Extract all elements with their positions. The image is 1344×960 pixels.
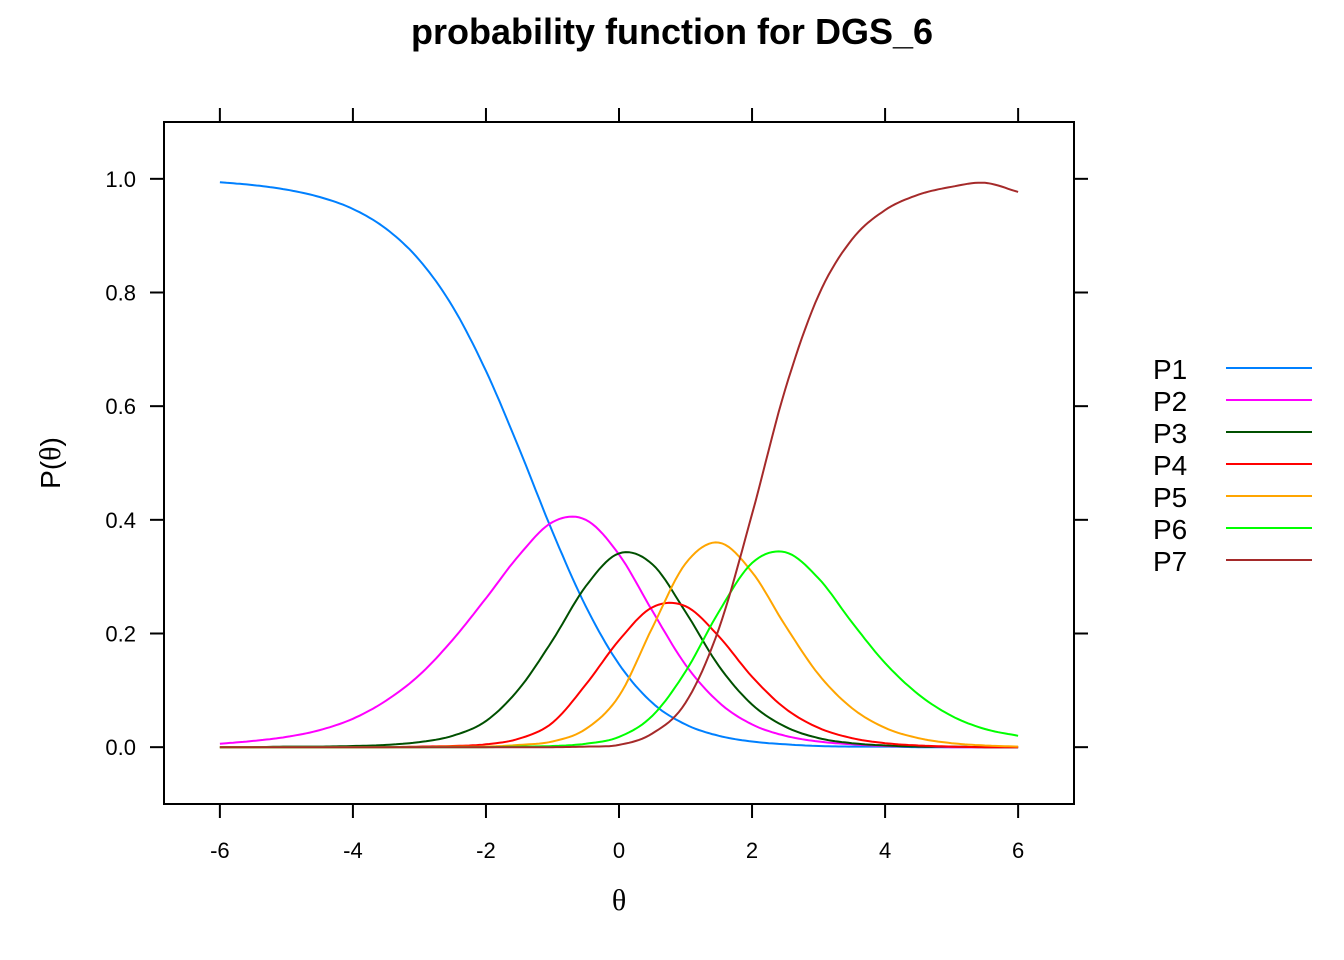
legend-label-p5: P5 (1153, 482, 1187, 513)
y-axis-label: P(θ) (34, 437, 67, 489)
series-line-p7 (219, 181, 1019, 749)
y-tick-label: 0.8 (105, 281, 136, 306)
series-line-p6 (219, 550, 1019, 749)
legend-label-p1: P1 (1153, 354, 1187, 385)
plot-frame (163, 121, 1075, 805)
legend-label-p6: P6 (1153, 514, 1187, 545)
series-lines (219, 181, 1019, 749)
series-line-p2 (219, 515, 1019, 749)
series-line-p5 (219, 541, 1019, 749)
legend-label-p2: P2 (1153, 386, 1187, 417)
series-line-p1 (219, 181, 1019, 749)
x-tick-label: 4 (879, 838, 891, 863)
x-axis-label: θ (612, 884, 626, 917)
series-line-p4 (219, 601, 1019, 749)
x-tick-label: 6 (1012, 838, 1024, 863)
x-tick-label: -6 (210, 838, 230, 863)
series-line-p3 (219, 551, 1019, 749)
legend-label-p7: P7 (1153, 546, 1187, 577)
x-tick-label: -2 (476, 838, 496, 863)
y-tick-label: 1.0 (105, 167, 136, 192)
chart-title: probability function for DGS_6 (411, 11, 933, 52)
legend-label-p4: P4 (1153, 450, 1187, 481)
y-tick-label: 0.2 (105, 622, 136, 647)
x-tick-label: 2 (746, 838, 758, 863)
x-axis: -6 -4 -2 0 2 4 6 (210, 108, 1024, 863)
y-tick-label: 0.0 (105, 735, 136, 760)
y-tick-label: 0.6 (105, 394, 136, 419)
y-axis: 0.0 0.2 0.4 0.6 0.8 1.0 (105, 167, 1088, 760)
y-tick-label: 0.4 (105, 508, 136, 533)
x-tick-label: 0 (613, 838, 625, 863)
legend-label-p3: P3 (1153, 418, 1187, 449)
x-tick-label: -4 (343, 838, 363, 863)
